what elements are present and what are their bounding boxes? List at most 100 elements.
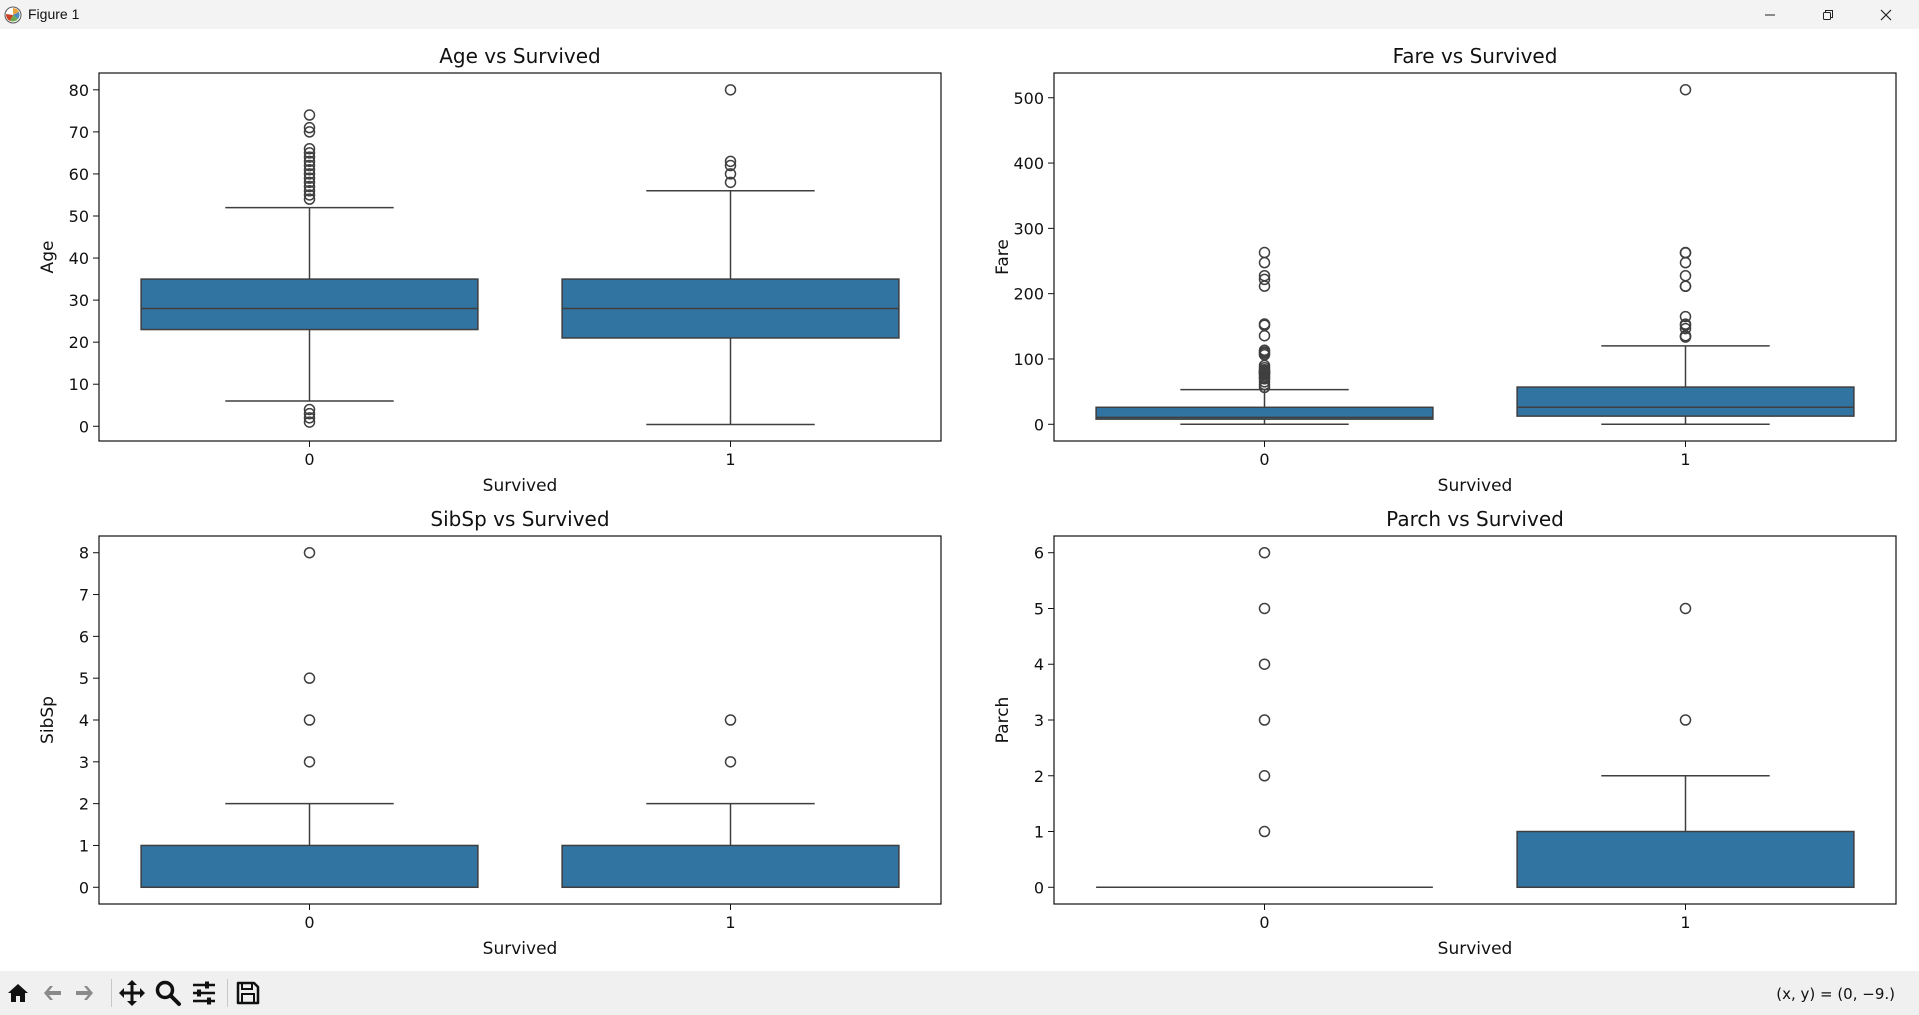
- box: [140, 844, 479, 889]
- back-button[interactable]: [38, 979, 66, 1007]
- box-group: [1516, 602, 1855, 889]
- configure-subplots-button[interactable]: [190, 979, 218, 1007]
- restore-icon: [1823, 9, 1833, 20]
- forward-button[interactable]: [71, 979, 99, 1007]
- box-group: [1095, 246, 1434, 426]
- outlier-point: [1258, 256, 1271, 269]
- x-tick-label: 0: [304, 450, 314, 469]
- x-axis-label: Survived: [483, 939, 558, 959]
- y-tick-label: 30: [69, 291, 89, 310]
- outlier-point: [1679, 256, 1692, 269]
- y-tick-label: 20: [69, 333, 89, 352]
- outlier-point: [303, 126, 316, 138]
- box: [1095, 406, 1434, 420]
- y-tick-label: 4: [1034, 655, 1044, 674]
- outlier-point: [724, 168, 737, 180]
- outlier-point: [724, 84, 737, 96]
- y-tick-label: 3: [1034, 711, 1044, 730]
- outlier-point: [303, 416, 316, 428]
- outlier-point: [303, 155, 316, 168]
- y-tick-label: 2: [1034, 767, 1044, 786]
- outlier-point: [1258, 825, 1271, 838]
- minimize-button[interactable]: [1741, 0, 1799, 29]
- y-tick-label: 40: [69, 249, 89, 268]
- y-tick-label: 8: [79, 544, 89, 563]
- pan-button[interactable]: [118, 979, 146, 1007]
- outlier-point: [1258, 246, 1271, 259]
- subplot-sibsp[interactable]: SibSp vs Survived Survived SibSp 0 1 2 3 4 5 6 7 8 0…: [38, 507, 942, 959]
- x-tick-label: 0: [1259, 450, 1269, 469]
- y-tick-label: 200: [1013, 285, 1044, 304]
- toolbar-separator: [227, 979, 228, 1007]
- y-tick-label: 100: [1013, 350, 1044, 369]
- title-bar: Figure 1: [0, 0, 1919, 29]
- figure-canvas[interactable]: Age vs Survived Survived Age 0 10 20 30 40 50 60 7…: [0, 29, 1919, 971]
- outlier-point: [1258, 344, 1271, 357]
- outlier-point: [303, 193, 316, 205]
- y-tick-label: 60: [69, 165, 89, 184]
- axes-frame: [98, 535, 942, 905]
- outlier-point: [303, 407, 316, 420]
- navigation-toolbar: (x, y) = (0, −9.): [0, 971, 1919, 1015]
- axes-frame: [1053, 72, 1897, 442]
- zoom-icon: [155, 980, 181, 1006]
- outlier-point: [303, 121, 316, 134]
- subplot-age[interactable]: Age vs SurvivedSurvivedAge01020304050607…: [38, 44, 942, 496]
- outlier-point: [303, 180, 316, 193]
- subplot-title: Fare vs Survived: [1393, 44, 1558, 68]
- outlier-point: [1258, 329, 1271, 342]
- close-icon: [1880, 9, 1892, 20]
- subplot-parch[interactable]: Parch vs Survived Survived Parch 0 1 2 3 4 5 6 0 1: [993, 507, 1897, 959]
- y-tick-label: 6: [79, 627, 89, 646]
- outlier-point: [303, 546, 316, 559]
- outlier-point: [303, 714, 316, 726]
- outlier-point: [303, 151, 316, 163]
- y-tick-label: 5: [1034, 599, 1044, 618]
- y-tick-label: 0: [1034, 878, 1044, 897]
- x-tick-label: 0: [1259, 913, 1269, 932]
- y-tick-label: 1: [1034, 823, 1044, 842]
- box-group: [1096, 546, 1433, 889]
- x-axis-label: Survived: [1438, 939, 1513, 959]
- zoom-button[interactable]: [154, 979, 182, 1007]
- close-button[interactable]: [1857, 0, 1915, 29]
- outlier-point: [303, 172, 316, 184]
- save-button[interactable]: [234, 979, 262, 1007]
- pan-icon: [119, 980, 145, 1006]
- outlier-point: [724, 155, 737, 168]
- axes-frame: [98, 72, 942, 442]
- outlier-point: [724, 714, 737, 726]
- outlier-point: [1679, 310, 1692, 323]
- outlier-point: [303, 185, 316, 197]
- restore-button[interactable]: [1799, 0, 1857, 29]
- y-tick-label: 2: [79, 795, 89, 814]
- outlier-point: [1258, 602, 1271, 615]
- y-tick-label: 5: [79, 669, 89, 688]
- figure-plots[interactable]: Age vs SurvivedSurvivedAge01020304050607…: [0, 29, 1919, 971]
- y-tick-label: 400: [1013, 154, 1044, 173]
- y-tick-label: 300: [1013, 219, 1044, 238]
- window-title: Figure 1: [28, 6, 80, 22]
- y-tick-label: 1: [79, 836, 89, 855]
- outlier-point: [303, 147, 316, 159]
- minimize-icon: [1765, 14, 1775, 15]
- outlier-point: [1679, 280, 1692, 292]
- configure-subplots-icon: [193, 981, 215, 1005]
- outlier-point: [303, 168, 316, 180]
- y-tick-label: 0: [1034, 415, 1044, 434]
- outlier-point: [1679, 318, 1692, 330]
- box-group: [140, 109, 479, 428]
- home-button[interactable]: [4, 979, 32, 1007]
- save-icon: [236, 981, 260, 1005]
- outlier-point: [303, 159, 316, 172]
- outlier-point: [1258, 269, 1271, 282]
- outlier-point: [1258, 273, 1271, 286]
- y-tick-label: 80: [69, 81, 89, 100]
- box: [1516, 386, 1855, 417]
- y-tick-label: 70: [69, 123, 89, 142]
- outlier-point: [303, 756, 316, 768]
- subplot-fare[interactable]: Fare vs Survived Survived Fare 0 100 200 300 40…: [993, 44, 1897, 496]
- matplotlib-icon: [4, 6, 22, 24]
- y-axis-label: Parch: [993, 697, 1013, 744]
- outlier-point: [1258, 770, 1271, 782]
